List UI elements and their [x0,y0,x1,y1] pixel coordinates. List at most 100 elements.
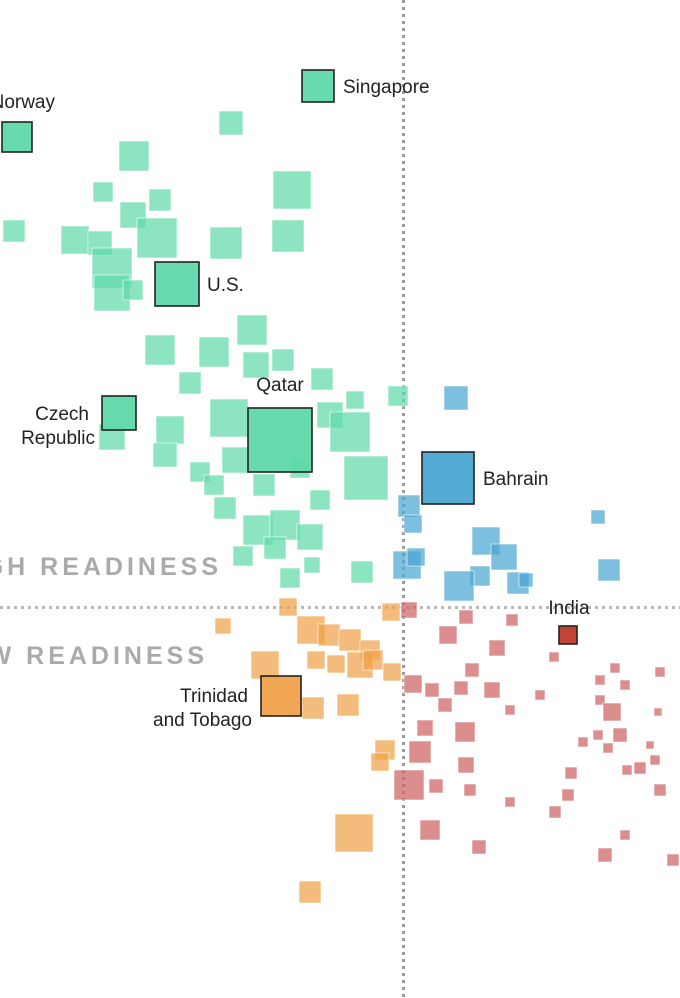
point-green [218,110,244,136]
point-blue [397,494,421,518]
label-qatar: Qatar [256,375,304,396]
point-red [457,756,475,774]
point-green [242,351,270,379]
point-green [221,446,249,474]
label-trinidad-line2: and Tobago [153,710,252,731]
point-green [279,567,301,589]
point-green [122,279,144,301]
point-singapore [301,69,335,103]
point-red [561,788,575,802]
point-red [458,609,474,625]
quadrant-label-high: HIGH READINESS [0,553,222,581]
point-u-s- [154,261,200,307]
point-red [534,689,546,701]
point-red [666,853,680,867]
point-green [252,473,276,497]
point-orange [250,650,280,680]
point-red [403,674,423,694]
point-red [438,625,458,645]
point-red [548,651,560,663]
point-green [350,560,374,584]
point-green [271,219,305,253]
point-red [633,761,647,775]
point-green [209,398,249,438]
point-red [505,613,519,627]
label-czech-line2: Republic [21,428,95,449]
point-red [654,666,666,678]
point-red [483,681,501,699]
point-green [148,188,172,212]
point-red [393,769,425,801]
point-blue [597,558,621,582]
point-green [343,455,389,501]
point-green [144,334,176,366]
point-green [232,545,254,567]
point-green [387,385,409,407]
point-red [645,740,655,750]
point-blue [490,543,518,571]
point-red [612,727,628,743]
point-orange [370,752,390,772]
point-red [504,796,516,808]
point-czech-republic [101,395,137,431]
point-orange [306,650,326,670]
point-red [428,778,444,794]
point-blue [590,509,606,525]
point-red [400,601,418,619]
point-red [653,783,667,797]
point-green [310,367,334,391]
label-czech-republic: Czech Republic [21,404,95,449]
point-green [155,415,185,445]
point-green [263,536,287,560]
point-green [60,225,90,255]
point-green [2,219,26,243]
label-bahrain: Bahrain [483,469,549,490]
point-red [437,697,453,713]
point-red [577,736,589,748]
point-orange [317,623,341,647]
point-blue [403,514,423,534]
point-orange [338,628,362,652]
point-red [619,829,631,841]
point-red [419,819,441,841]
point-red [504,704,516,716]
point-red [602,702,622,722]
point-red [594,674,606,686]
point-orange [278,597,298,617]
point-red [649,754,661,766]
point-red [597,847,613,863]
point-orange [334,813,374,853]
point-red [424,682,440,698]
point-green [178,371,202,395]
point-orange [381,602,401,622]
point-orange [336,693,360,717]
point-green [271,348,295,372]
point-red [621,764,633,776]
point-green [209,226,243,260]
point-green [198,336,230,368]
point-green [118,140,150,172]
point-red [408,740,432,764]
quadrant-label-low: LOW READINESS [0,642,208,670]
point-red [488,639,506,657]
point-red [609,662,621,674]
point-orange [362,649,384,671]
point-orange [301,696,325,720]
point-red [653,707,663,717]
point-green [269,509,301,541]
point-green [329,411,371,453]
point-orange [214,617,232,635]
point-red [454,721,476,743]
point-blue [443,570,475,602]
point-red [548,805,562,819]
label-singapore: Singapore [343,77,430,98]
label-trinidad-line1: Trinidad [180,686,248,707]
point-blue [518,572,534,588]
point-green [203,474,225,496]
point-green [152,442,178,468]
point-red [594,694,606,706]
point-blue [443,385,469,411]
point-norway [1,121,33,153]
point-red [464,662,480,678]
point-red [602,742,614,754]
